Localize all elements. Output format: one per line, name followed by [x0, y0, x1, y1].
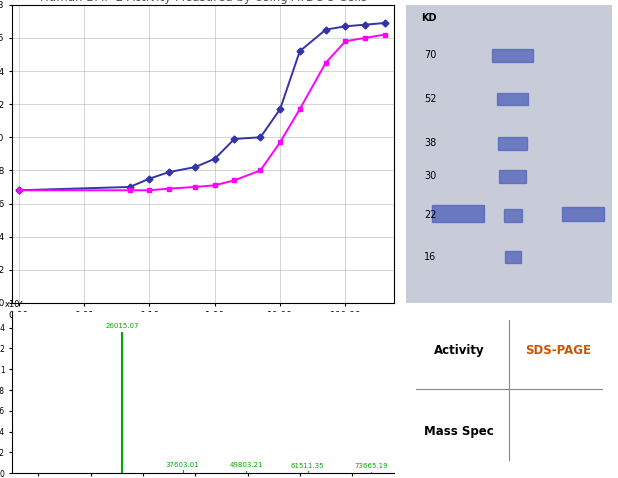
X-axis label: h-BMP-2 (ng/ml) [log scale]: h-BMP-2 (ng/ml) [log scale] — [132, 325, 274, 335]
Text: 16: 16 — [425, 252, 436, 261]
Title: Human BMP-2 Activity Measured by Using ATDC-5 Cells: Human BMP-2 Activity Measured by Using A… — [40, 0, 366, 4]
Bar — [497, 93, 528, 105]
Text: 70: 70 — [424, 51, 436, 60]
Text: x10⁴: x10⁴ — [5, 300, 23, 309]
Bar — [504, 251, 521, 263]
Bar — [562, 206, 604, 221]
Text: 49803.21: 49803.21 — [230, 462, 263, 468]
Text: 52: 52 — [424, 94, 436, 104]
Text: Activity: Activity — [434, 344, 485, 357]
Bar — [499, 170, 527, 183]
Bar — [433, 206, 484, 222]
Text: 30: 30 — [425, 171, 436, 181]
Text: 73665.19: 73665.19 — [354, 463, 388, 469]
Text: 38: 38 — [425, 139, 436, 148]
Text: KD: KD — [421, 13, 436, 23]
Legend: Human BMP-2; BiologicsCorp, Human BMP-2; Competitor R: Human BMP-2; BiologicsCorp, Human BMP-2;… — [45, 423, 361, 442]
Bar — [498, 138, 527, 150]
Bar — [504, 209, 522, 221]
Bar — [492, 50, 533, 62]
Text: Mass Spec: Mass Spec — [425, 425, 494, 438]
Text: 26015.07: 26015.07 — [106, 323, 139, 329]
Text: SDS-PAGE: SDS-PAGE — [525, 344, 591, 357]
Text: 61511.35: 61511.35 — [291, 463, 324, 469]
Text: 22: 22 — [424, 210, 436, 220]
Text: 37603.01: 37603.01 — [166, 461, 200, 467]
